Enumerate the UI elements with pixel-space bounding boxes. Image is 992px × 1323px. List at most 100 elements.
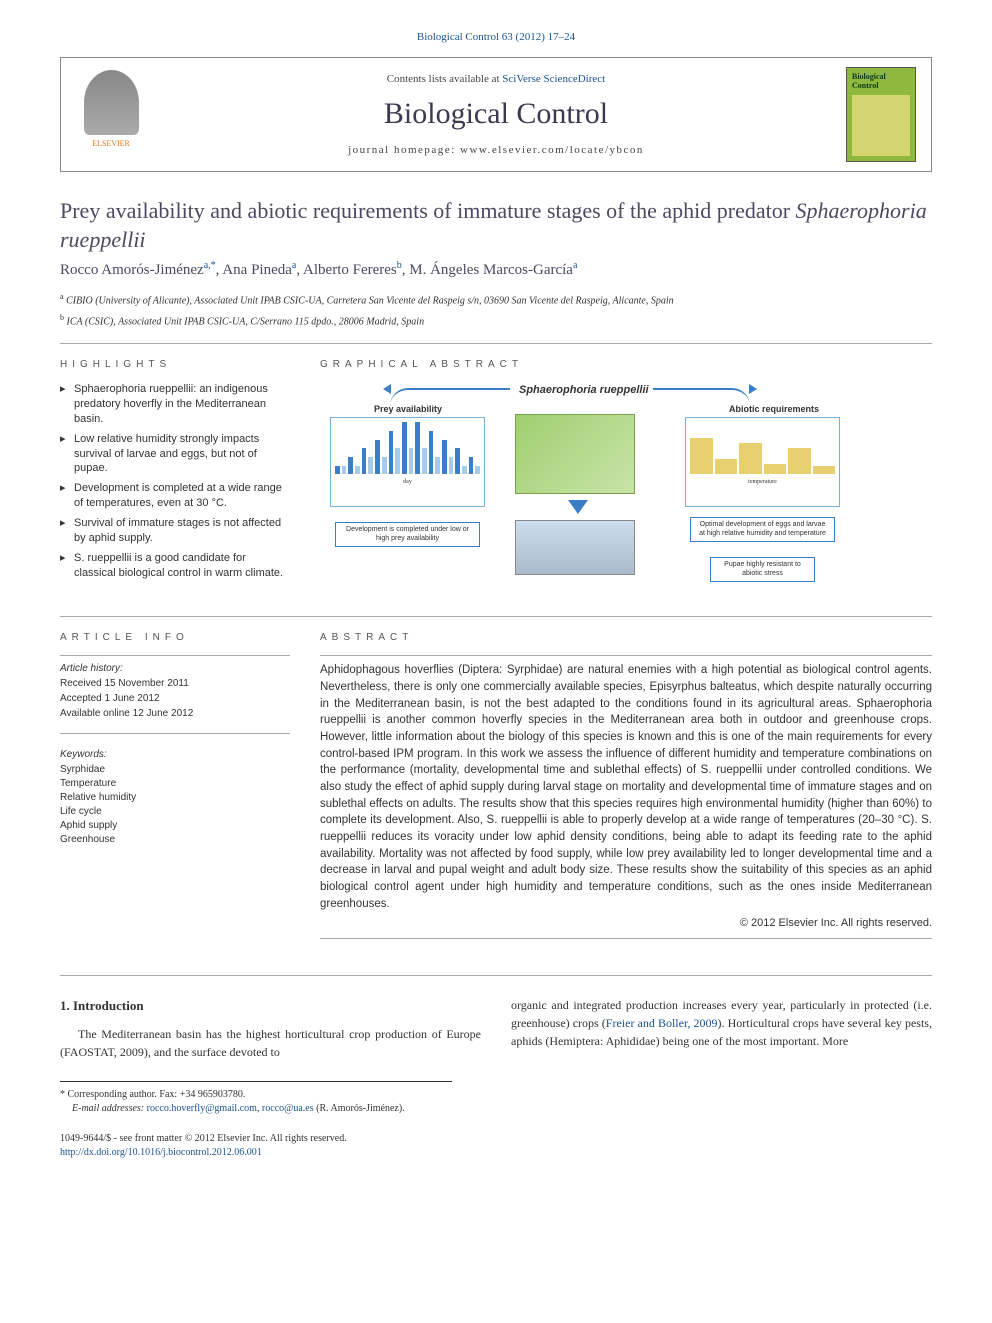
- affil-b-text: ICA (CSIC), Associated Unit IPAB CSIC-UA…: [64, 316, 424, 327]
- ga-bar: [429, 431, 434, 474]
- contents-line: Contents lists available at SciVerse Sci…: [146, 72, 846, 87]
- journal-cover-thumbnail: Biological Control: [846, 67, 916, 162]
- email-tail: (R. Amorós-Jiménez).: [314, 1103, 405, 1114]
- ga-greenhouse-image: [515, 520, 635, 575]
- ga-left-x-label: day: [331, 478, 484, 486]
- email-link-1[interactable]: rocco.hoverfly@gmail.com: [147, 1103, 257, 1114]
- ga-bar: [395, 448, 400, 474]
- article-title: Prey availability and abiotic requiremen…: [60, 197, 932, 254]
- email-line: E-mail addresses: rocco.hoverfly@gmail.c…: [60, 1102, 452, 1116]
- ga-caption-1: Development is completed under low or hi…: [335, 522, 480, 547]
- keyword: Aphid supply: [60, 819, 290, 833]
- affiliation-a: a CIBIO (University of Alicante), Associ…: [60, 291, 932, 308]
- keyword: Syrphidae: [60, 763, 290, 777]
- highlights-list: Sphaerophoria rueppellii: an indigenous …: [60, 382, 290, 580]
- ga-down-arrow-icon: [568, 500, 588, 514]
- keyword: Greenhouse: [60, 833, 290, 847]
- ga-bar: [455, 448, 460, 474]
- ga-caption-3: Pupae highly resistant to abiotic stress: [710, 557, 815, 582]
- ga-bar: [348, 457, 353, 474]
- ga-bar: [462, 466, 467, 475]
- highlight-item: Sphaerophoria rueppellii: an indigenous …: [60, 382, 290, 427]
- divider: [60, 655, 290, 656]
- body-columns: 1. Introduction The Mediterranean basin …: [60, 996, 932, 1062]
- affil-a-text: CIBIO (University of Alicante), Associat…: [64, 295, 674, 306]
- divider: [320, 655, 932, 656]
- divider: [320, 938, 932, 939]
- issn-line: 1049-9644/$ - see front matter © 2012 El…: [60, 1132, 932, 1146]
- info-abstract-row: ARTICLE INFO Article history: Received 1…: [60, 631, 932, 944]
- author-2: , Ana Pineda: [216, 262, 292, 278]
- contents-prefix: Contents lists available at: [387, 73, 502, 85]
- article-info-column: ARTICLE INFO Article history: Received 1…: [60, 631, 290, 944]
- title-text: Prey availability and abiotic requiremen…: [60, 198, 796, 223]
- ga-bar: [402, 422, 407, 474]
- divider: [60, 616, 932, 617]
- history-head: Article history:: [60, 662, 290, 676]
- corr-text: Corresponding author. Fax: +34 965903780…: [65, 1089, 245, 1100]
- citation-link[interactable]: Freier and Boller, 2009: [606, 1016, 718, 1030]
- affiliation-b: b ICA (CSIC), Associated Unit IPAB CSIC-…: [60, 312, 932, 329]
- ga-left-chart: day: [330, 417, 485, 507]
- ga-bar: [415, 422, 420, 474]
- doi-link[interactable]: http://dx.doi.org/10.1016/j.biocontrol.2…: [60, 1147, 262, 1158]
- ga-bar: [335, 466, 340, 475]
- body-col-2: organic and integrated production increa…: [511, 996, 932, 1062]
- ga-bar: [813, 466, 836, 474]
- header-center: Contents lists available at SciVerse Sci…: [146, 72, 846, 159]
- elsevier-tree-icon: [84, 70, 139, 135]
- body-col-1: 1. Introduction The Mediterranean basin …: [60, 996, 481, 1062]
- publisher-label: ELSEVIER: [92, 138, 130, 149]
- abstract-heading: ABSTRACT: [320, 631, 932, 645]
- journal-homepage: journal homepage: www.elsevier.com/locat…: [146, 143, 846, 158]
- author-3: , Alberto Fereres: [296, 262, 396, 278]
- divider: [60, 733, 290, 734]
- highlights-heading: HIGHLIGHTS: [60, 358, 290, 372]
- ga-bar: [690, 438, 713, 474]
- ga-left-bars: [331, 418, 484, 478]
- ga-bar: [715, 459, 738, 475]
- author-4-sup: a: [573, 260, 577, 271]
- ga-bar: [422, 448, 427, 474]
- graphical-abstract-figure: Sphaerophoria rueppellii Prey availabili…: [320, 382, 932, 602]
- ga-bar: [389, 431, 394, 474]
- ga-right-bars: [686, 418, 839, 478]
- ga-bar: [475, 466, 480, 475]
- ga-bar: [469, 457, 474, 474]
- ga-caption-2: Optimal development of eggs and larvae a…: [690, 517, 835, 542]
- footnotes: * Corresponding author. Fax: +34 9659037…: [60, 1081, 452, 1116]
- ga-right-chart: temperature: [685, 417, 840, 507]
- email-link-2[interactable]: rocco@ua.es: [262, 1103, 314, 1114]
- ga-species-label: Sphaerophoria rueppellii: [515, 382, 653, 399]
- graphical-abstract-heading: GRAPHICAL ABSTRACT: [320, 358, 932, 372]
- ga-bar: [368, 457, 373, 474]
- elsevier-logo: ELSEVIER: [76, 70, 146, 160]
- highlight-item: Survival of immature stages is not affec…: [60, 516, 290, 546]
- ga-bar: [449, 457, 454, 474]
- sciencedirect-link[interactable]: SciVerse ScienceDirect: [502, 73, 605, 85]
- ga-right-x-label: temperature: [686, 478, 839, 486]
- journal-reference: Biological Control 63 (2012) 17–24: [60, 30, 932, 45]
- ga-bar: [739, 443, 762, 474]
- abstract-text: Aphidophagous hoverflies (Diptera: Syrph…: [320, 662, 932, 912]
- journal-ref-link[interactable]: Biological Control 63 (2012) 17–24: [417, 31, 575, 43]
- cover-strip: [852, 95, 910, 156]
- highlights-column: HIGHLIGHTS Sphaerophoria rueppellii: an …: [60, 358, 290, 602]
- ga-bar: [355, 466, 360, 475]
- keywords-head: Keywords:: [60, 748, 290, 762]
- intro-paragraph-1: The Mediterranean basin has the highest …: [60, 1025, 481, 1061]
- journal-header: ELSEVIER Contents lists available at Sci…: [60, 57, 932, 172]
- divider: [60, 343, 932, 344]
- divider: [60, 975, 932, 976]
- ga-bar: [435, 457, 440, 474]
- highlight-item: S. rueppellii is a good candidate for cl…: [60, 551, 290, 581]
- ga-bar: [442, 440, 447, 475]
- author-1-sup: a,*: [204, 260, 216, 271]
- email-label: E-mail addresses:: [72, 1103, 147, 1114]
- ga-prey-label: Prey availability: [370, 402, 446, 417]
- author-1: Rocco Amorós-Jiménez: [60, 262, 204, 278]
- ga-bar: [342, 466, 347, 475]
- abstract-column: ABSTRACT Aphidophagous hoverflies (Dipte…: [320, 631, 932, 944]
- keywords-block: Keywords: Syrphidae Temperature Relative…: [60, 748, 290, 847]
- intro-paragraph-2: organic and integrated production increa…: [511, 996, 932, 1050]
